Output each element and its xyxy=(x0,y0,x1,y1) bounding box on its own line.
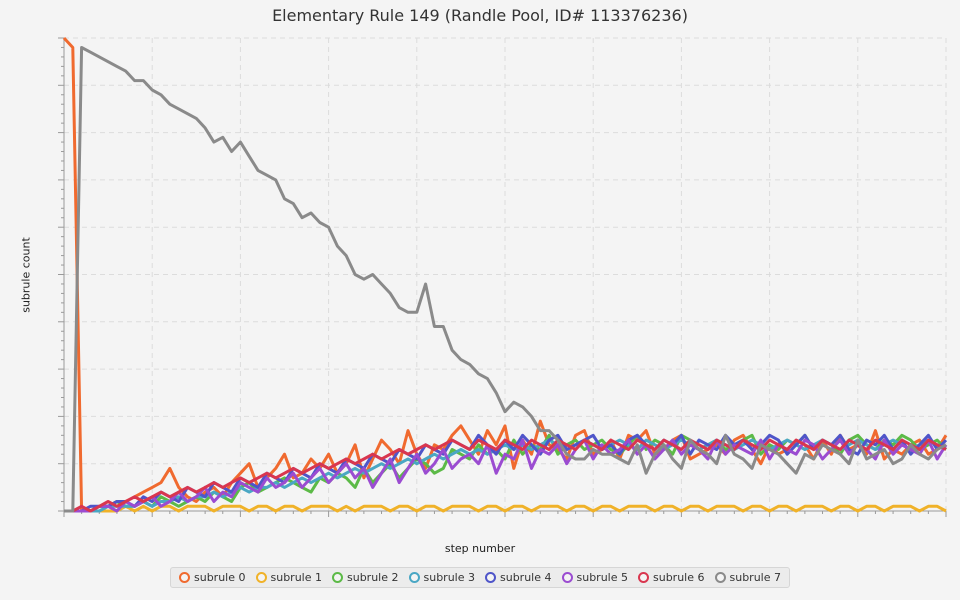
series-line-1 xyxy=(64,504,947,513)
legend-label: subrule 1 xyxy=(270,571,323,584)
legend-swatch xyxy=(638,572,649,583)
legend-swatch xyxy=(561,572,573,583)
legend-label: subrule 4 xyxy=(500,571,552,584)
legend-label: subrule 2 xyxy=(347,571,399,584)
series-line-7 xyxy=(64,46,947,513)
legend-item-3: subrule 3 xyxy=(408,571,476,584)
legend-swatch xyxy=(408,572,420,583)
legend-swatch xyxy=(255,572,267,583)
legend-swatch xyxy=(332,572,343,583)
legend-item-7: subrule 7 xyxy=(714,571,782,584)
chart-title: Elementary Rule 149 (Randle Pool, ID# 11… xyxy=(272,6,688,25)
legend: subrule 0 subrule 1 subrule 2 subrule 3 subr… xyxy=(170,567,790,588)
series-lines xyxy=(62,36,948,513)
series-line-5 xyxy=(64,438,948,513)
series-line-3 xyxy=(64,438,947,513)
legend-item-6: subrule 6 xyxy=(638,571,705,584)
legend-swatch xyxy=(485,572,496,583)
grid xyxy=(64,37,947,511)
legend-label: subrule 5 xyxy=(576,571,629,584)
legend-label: subrule 0 xyxy=(194,571,246,584)
legend-label: subrule 7 xyxy=(729,571,782,584)
legend-item-5: subrule 5 xyxy=(561,571,629,584)
legend-swatch xyxy=(179,572,190,583)
legend-item-2: subrule 2 xyxy=(332,571,399,584)
legend-label: subrule 3 xyxy=(423,571,476,584)
legend-item-4: subrule 4 xyxy=(485,571,552,584)
legend-item-1: subrule 1 xyxy=(255,571,323,584)
legend-swatch xyxy=(714,572,726,583)
series-line-6 xyxy=(64,438,947,513)
legend-item-0: subrule 0 xyxy=(179,571,246,584)
legend-label: subrule 6 xyxy=(653,571,705,584)
x-axis-label: step number xyxy=(444,542,516,555)
